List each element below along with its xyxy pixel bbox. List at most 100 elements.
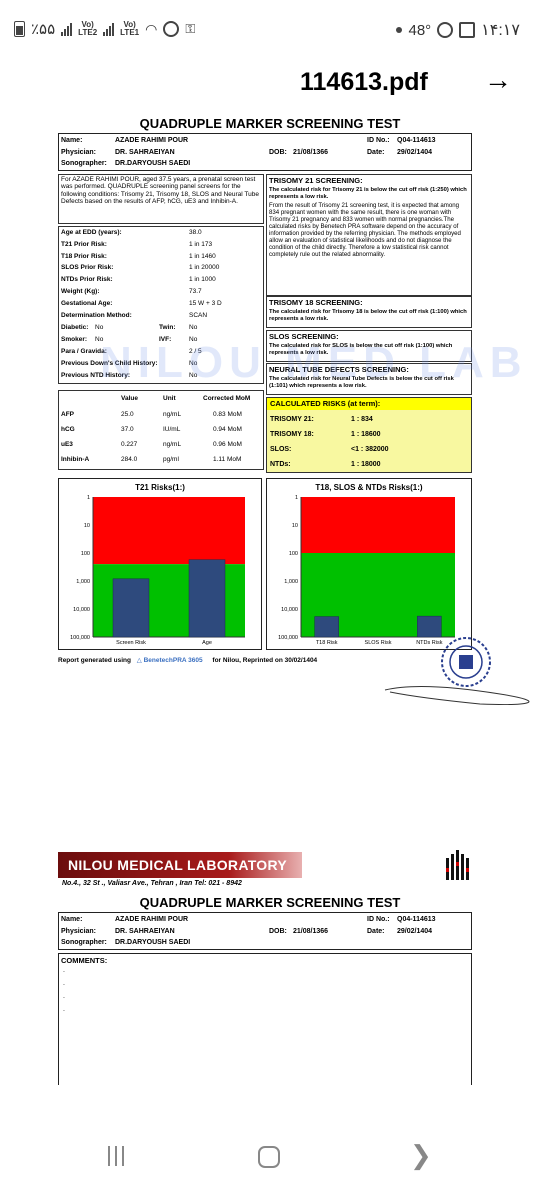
- comment-line: .: [63, 967, 65, 974]
- status-bar: ٪۵۵ Vo) LTE2 Vo) LTE1 ◠ ⚿ 48° ۱۴:۱۷: [0, 0, 540, 56]
- prev-down-label: Previous Down's Child History:: [61, 360, 158, 367]
- footer-suffix: for Nilou, Reprinted on 30/02/1404: [212, 657, 318, 664]
- name-label: Name:: [61, 137, 83, 144]
- ivf-value: No: [189, 336, 198, 343]
- param-value: 15 W + 3 D: [189, 299, 222, 307]
- dob-label: DOB:: [269, 149, 287, 156]
- marker-mom: 1.11 MoM: [213, 456, 242, 463]
- wifi-icon: ◠: [145, 20, 158, 37]
- y-tick-label: 1,000: [284, 579, 298, 585]
- marker-unit: ng/mL: [163, 411, 182, 418]
- t21-title: TRISOMY 21 SCREENING:: [269, 176, 363, 185]
- y-tick-label: 100,000: [70, 635, 90, 641]
- p2-date-value: 29/02/1404: [397, 928, 433, 935]
- t18-chart-title: T18, SLOS & NTDs Risks(1:): [315, 483, 423, 492]
- t21-chart-title: T21 Risks(1:): [135, 483, 185, 492]
- marker-value: 284.0: [121, 456, 138, 463]
- key-icon: ⚿: [185, 21, 196, 36]
- p2-physician-value: DR. SAHRAEIYAN: [115, 928, 175, 935]
- navigation-bar: ❯: [0, 1140, 540, 1180]
- prev-ntd-label: Previous NTD History:: [61, 372, 130, 379]
- lab-logo-icon: [444, 848, 472, 882]
- t18-chart-svg: 1 10 100 1,000 10,000 100,000 T18 Risk SLOS Ris…: [278, 495, 455, 646]
- notification-dot-icon: [396, 27, 403, 33]
- battery-icon: [14, 21, 25, 37]
- marker-name: AFP: [61, 411, 74, 418]
- sim1-label: Vo) LTE1: [120, 20, 140, 37]
- intro-text: For AZADE RAHIMI POUR, aged 37.5 years, …: [58, 174, 264, 224]
- watermark: NILOU MED LAB: [100, 338, 528, 387]
- temperature: 48°: [408, 21, 432, 39]
- t18-slos-ntd-chart: T18, SLOS & NTDs Risks(1:) 1 10 100 1,000 10…: [266, 478, 472, 650]
- marker-name: hCG: [61, 426, 75, 433]
- marker-value: 0.227: [121, 441, 138, 448]
- marker-value: 37.0: [121, 426, 134, 433]
- date-label: Date:: [367, 149, 385, 156]
- param-label: SLOS Prior Risk:: [61, 264, 114, 272]
- t21-chart: T21 Risks(1:) 1 10 100 1,000 10,000 100,000 Sc…: [58, 478, 262, 650]
- x-tick-label: Screen Risk: [116, 640, 146, 646]
- x-tick-label: T18 Risk: [316, 640, 338, 646]
- x-tick-label: Age: [202, 640, 212, 646]
- param-value: 1 in 173: [189, 240, 213, 248]
- comment-line: .: [63, 980, 65, 987]
- ivf-label: IVF:: [159, 336, 172, 343]
- y-tick-label: 100: [289, 551, 298, 557]
- param-value: 1 in 20000: [189, 264, 220, 272]
- twin-value: No: [189, 324, 198, 331]
- id-value: Q04-114613: [397, 137, 436, 144]
- stamp-signature: [384, 637, 530, 706]
- comment-line: .: [63, 993, 65, 1000]
- viewer-title-bar: 114613.pdf →: [0, 60, 540, 106]
- markers-header-value: Value: [121, 395, 138, 402]
- marker-unit: pg/ml: [163, 456, 179, 463]
- t21-result: The calculated risk for Trisomy 21 is be…: [269, 187, 467, 200]
- recents-icon[interactable]: [108, 1146, 124, 1166]
- markers-header-mom: Corrected MoM: [203, 395, 251, 402]
- p2-sonographer-label: Sonographer:: [61, 939, 107, 946]
- param-value: 73.7: [189, 288, 202, 295]
- arrow-right-icon[interactable]: →: [484, 64, 512, 95]
- ntd-title: NEURAL TUBE DEFECTS SCREENING:: [269, 365, 409, 374]
- sonographer-label: Sonographer:: [61, 160, 107, 167]
- p2-date-label: Date:: [367, 928, 385, 935]
- lab-stamp-icon: [441, 637, 491, 687]
- report-footer: Report generated using △ BenetechPRA 360…: [58, 656, 317, 664]
- y-tick-label: 10: [84, 523, 90, 529]
- param-label: Determination Method:: [61, 311, 132, 319]
- t21-section: TRISOMY 21 SCREENING: The calculated ris…: [266, 174, 472, 296]
- prev-down-value: No: [189, 360, 198, 367]
- p2-physician-label: Physician:: [61, 928, 97, 935]
- ntd-section: NEURAL TUBE DEFECTS SCREENING: The calcu…: [266, 363, 472, 395]
- p2-name-value: AZADE RAHIMI POUR: [115, 916, 189, 923]
- calc-value: 1 : 18000: [351, 461, 381, 468]
- home-icon[interactable]: [258, 1146, 280, 1168]
- marker-name: Inhibin-A: [61, 456, 90, 463]
- back-icon[interactable]: ❯: [410, 1140, 432, 1170]
- comments-label: COMMENTS:: [61, 956, 108, 965]
- param-value: 1 in 1000: [189, 276, 216, 284]
- t18-result: The calculated risk for Trisomy 18 is be…: [269, 309, 467, 322]
- t18-section: TRISOMY 18 SCREENING: The calculated ris…: [266, 296, 472, 328]
- y-tick-label: 1,000: [76, 579, 90, 585]
- whatsapp-icon: [437, 22, 454, 38]
- p2-dob-label: DOB:: [269, 928, 287, 935]
- footer-software: △ BenetechPRA 3605: [136, 657, 203, 664]
- param-value: 38.0: [189, 229, 202, 236]
- calculated-title: CALCULATED RISKS (at term):: [267, 398, 471, 410]
- risk-bar: [314, 616, 339, 638]
- date-value: 29/02/1404: [397, 149, 433, 156]
- page2-patient-header: Name: AZADE RAHIMI POUR ID No.: Q04-1146…: [58, 912, 472, 950]
- ntd-result: The calculated risk for Neural Tube Defe…: [269, 376, 454, 389]
- t21-chart-svg: 1 10 100 1,000 10,000 100,000 Screen Risk Age: [70, 495, 245, 646]
- calculated-risks: CALCULATED RISKS (at term): TRISOMY 21: 1…: [266, 397, 472, 473]
- high-risk-zone: [93, 497, 245, 565]
- markers-table: Value Unit Corrected MoM AFP 25.0 ng/mL 0.8…: [58, 390, 264, 470]
- file-name: 114613.pdf: [300, 68, 428, 96]
- slos-title: SLOS SCREENING:: [269, 332, 339, 341]
- t18-title: TRISOMY 18 SCREENING:: [269, 298, 363, 307]
- x-tick-label: NTDs Risk: [416, 640, 443, 646]
- battery-percent: ٪۵۵: [31, 21, 56, 38]
- high-risk-zone: [301, 497, 455, 553]
- y-tick-label: 100,000: [278, 635, 298, 641]
